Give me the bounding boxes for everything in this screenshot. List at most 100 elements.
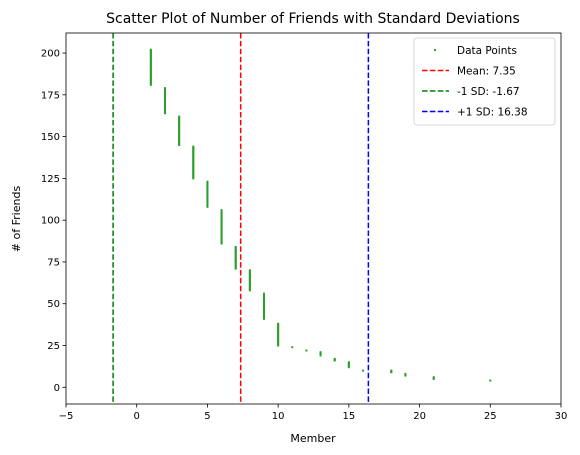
data-point-x1-11 [149, 72, 152, 75]
data-point-x6-15 [220, 227, 223, 230]
data-point-x2-0 [164, 112, 166, 115]
x-tick-label-25: 25 [484, 411, 497, 422]
data-point-x3-25 [178, 118, 181, 121]
data-point-x3-17 [178, 126, 181, 129]
data-point-x8-16 [248, 273, 251, 276]
data-point-x6-11 [220, 231, 223, 234]
y-axis-label: # of Friends [10, 186, 23, 253]
data-point-x6-24 [220, 218, 223, 221]
data-point-x1-26 [149, 57, 152, 60]
legend-label-2: -1 SD: -1.67 [457, 86, 520, 98]
data-point-x6-0 [220, 242, 223, 245]
data-point-x11-0 [291, 346, 294, 349]
data-point-x1-15 [149, 68, 152, 71]
data-point-x7-22 [234, 245, 237, 248]
data-point-x6-20 [220, 222, 223, 225]
y-tick-label-75: 75 [47, 257, 60, 268]
data-point-x1-35 [149, 48, 152, 51]
data-point-x13-3 [319, 351, 322, 354]
data-point-x6-18 [220, 224, 223, 227]
data-point-x6-30 [220, 212, 223, 215]
x-axis-label: Member [290, 432, 336, 445]
data-point-x13-0 [319, 354, 322, 357]
data-point-x9-24 [263, 293, 265, 296]
data-point-x3-9 [178, 134, 181, 137]
data-point-x3-23 [178, 120, 181, 123]
data-point-x9-25 [263, 292, 265, 295]
data-point-x3-8 [178, 135, 181, 138]
data-point-x5-17 [206, 188, 209, 191]
data-point-x6-12 [220, 230, 223, 233]
data-point-x16-0 [362, 369, 364, 372]
legend-label-0: Data Points [457, 45, 517, 57]
data-point-x2-22 [164, 90, 166, 93]
data-point-x19-2 [404, 372, 407, 375]
data-point-x3-12 [178, 131, 181, 134]
data-point-x6-14 [220, 228, 223, 231]
x-tick-label--5: −5 [59, 411, 74, 422]
data-point-x6-8 [220, 234, 223, 237]
data-point-x10-22 [277, 322, 280, 325]
plot-area [112, 33, 492, 404]
data-point-x5-21 [206, 184, 209, 187]
data-point-x6-10 [220, 232, 223, 235]
data-point-x6-1 [220, 241, 223, 244]
data-point-x2-18 [164, 94, 166, 97]
data-point-x6-4 [220, 238, 223, 241]
data-point-x3-16 [178, 127, 181, 130]
plot-frame [65, 32, 562, 405]
data-point-x1-0 [149, 83, 152, 86]
data-point-x9-20 [263, 297, 265, 300]
data-point-x8-13 [248, 276, 251, 279]
y-tick-label-50: 50 [47, 299, 60, 310]
data-point-x1-30 [149, 53, 152, 56]
y-tick-label-150: 150 [41, 132, 60, 143]
data-point-x12-0 [305, 349, 308, 352]
data-point-x3-27 [178, 116, 181, 119]
data-point-x6-26 [220, 216, 223, 219]
data-point-x6-3 [220, 239, 223, 242]
data-point-x1-7 [149, 76, 152, 79]
data-point-x5-2 [206, 203, 209, 206]
data-point-x9-13 [263, 304, 265, 307]
data-point-x6-7 [220, 235, 223, 238]
data-point-x9-5 [263, 312, 265, 315]
y-tick-label-0: 0 [54, 383, 60, 394]
data-point-x6-22 [220, 220, 223, 223]
legend-label-3: +1 SD: 16.38 [457, 107, 528, 119]
y-tick-label-200: 200 [41, 49, 60, 60]
data-point-x3-7 [178, 136, 181, 139]
data-point-x6-25 [220, 217, 223, 220]
data-point-x21-2 [432, 376, 435, 379]
y-tick-label-100: 100 [41, 216, 60, 227]
x-tick-label-30: 30 [555, 411, 568, 422]
data-point-x6-32 [220, 210, 223, 213]
data-point-x5-13 [206, 192, 209, 195]
data-point-x2-4 [164, 108, 166, 111]
data-point-x9-9 [263, 308, 265, 311]
x-tick-label-10: 10 [272, 411, 285, 422]
data-point-x6-13 [220, 229, 223, 232]
data-point-x3-6 [178, 137, 181, 140]
data-point-x25-0 [489, 379, 492, 382]
data-point-x6-21 [220, 221, 223, 224]
data-point-x6-33 [220, 209, 223, 212]
data-point-x15-3 [347, 363, 350, 366]
x-tick-label-5: 5 [204, 411, 210, 422]
data-point-x3-11 [178, 132, 181, 135]
y-tick-label-125: 125 [41, 174, 60, 185]
x-tick-label-20: 20 [413, 411, 426, 422]
data-point-x3-24 [178, 119, 181, 122]
y-tick-label-175: 175 [41, 90, 60, 101]
data-point-x6-31 [220, 211, 223, 214]
chart-title: Scatter Plot of Number of Friends with S… [106, 11, 520, 27]
data-point-x2-15 [164, 97, 166, 100]
data-point-x3-20 [178, 123, 181, 126]
data-point-x8-20 [248, 269, 251, 272]
data-point-x3-10 [178, 133, 181, 136]
data-point-x9-1 [263, 316, 265, 319]
data-point-x6-5 [220, 237, 223, 240]
x-tick-label-0: 0 [134, 411, 140, 422]
x-tick-label-15: 15 [342, 411, 355, 422]
data-point-x6-6 [220, 236, 223, 239]
